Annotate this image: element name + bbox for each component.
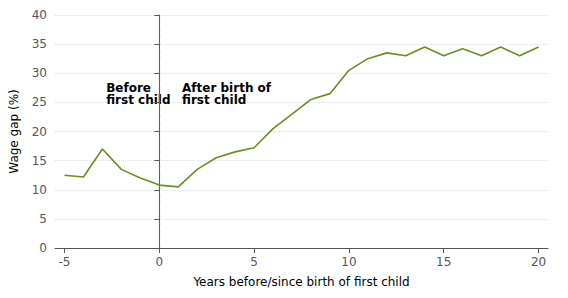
- svg-text:5: 5: [39, 212, 47, 226]
- svg-text:first child: first child: [182, 93, 246, 107]
- svg-text:10: 10: [32, 183, 47, 197]
- svg-text:5: 5: [250, 255, 258, 269]
- svg-text:0: 0: [155, 255, 163, 269]
- svg-text:first child: first child: [106, 93, 170, 107]
- svg-text:Years before/since birth of fi: Years before/since birth of first child: [192, 275, 409, 289]
- svg-text:0: 0: [39, 241, 47, 255]
- svg-text:20: 20: [32, 125, 47, 139]
- svg-text:35: 35: [32, 37, 47, 51]
- svg-text:After birth of: After birth of: [182, 80, 272, 95]
- svg-text:20: 20: [531, 255, 546, 269]
- svg-text:40: 40: [32, 8, 47, 22]
- svg-text:-5: -5: [58, 255, 70, 269]
- svg-text:Wage gap (%): Wage gap (%): [7, 89, 21, 173]
- svg-text:10: 10: [341, 255, 356, 269]
- svg-text:Before: Before: [106, 80, 151, 95]
- svg-text:30: 30: [32, 66, 47, 80]
- svg-text:15: 15: [436, 255, 451, 269]
- svg-text:25: 25: [32, 95, 47, 109]
- svg-text:15: 15: [32, 154, 47, 168]
